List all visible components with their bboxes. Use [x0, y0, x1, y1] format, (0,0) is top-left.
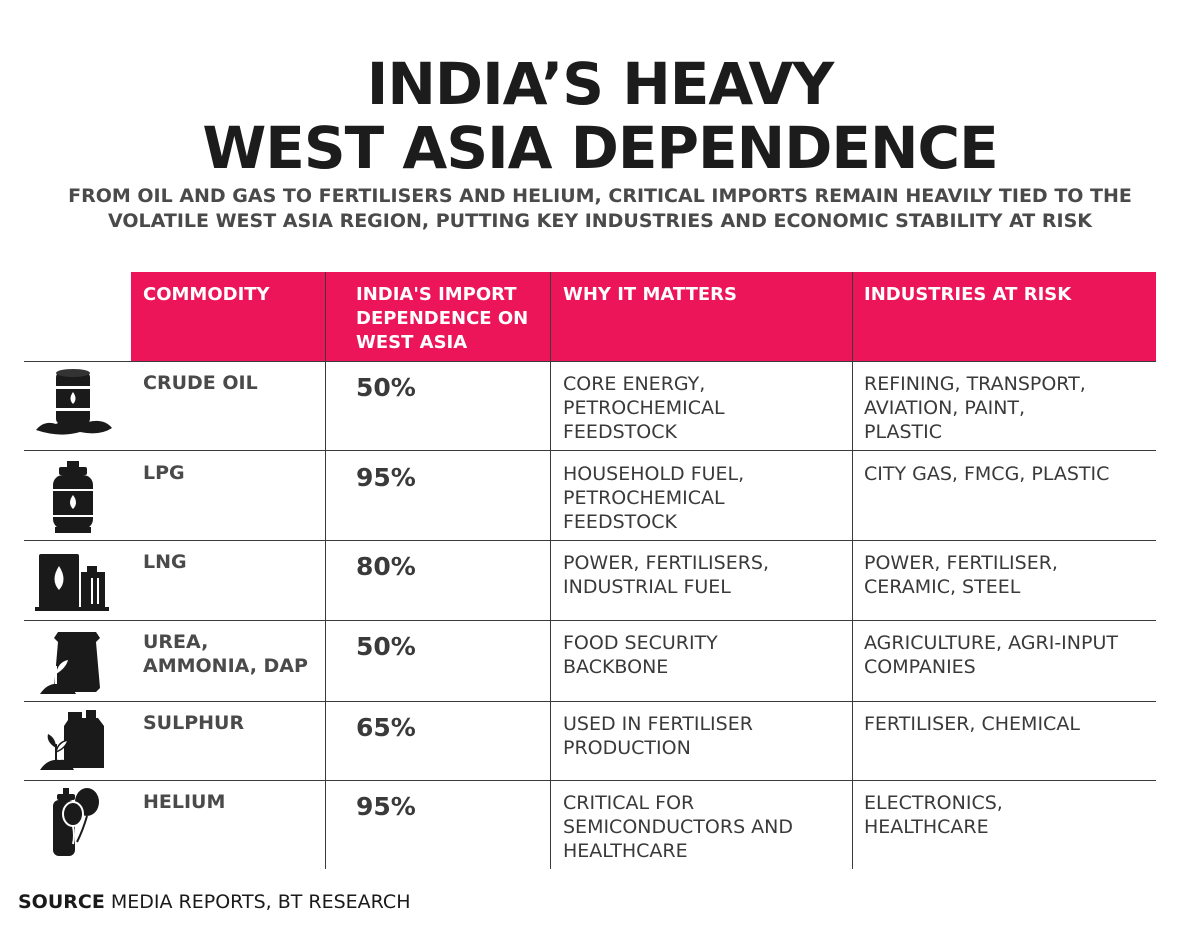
column-divider — [325, 272, 326, 869]
why-it-matters: USED IN FERTILISER PRODUCTION — [563, 713, 753, 759]
dependence-value: 65% — [356, 713, 416, 742]
dependence-value: 95% — [356, 792, 416, 821]
title-line-1: INDIA’S HEAVY — [366, 50, 834, 118]
header-commodity: COMMODITY — [143, 284, 270, 305]
commodity-name: UREA, AMMONIA, DAP — [143, 631, 308, 677]
why-it-matters: HOUSEHOLD FUEL, PETROCHEMICAL FEEDSTOCK — [563, 463, 745, 533]
industries-at-risk: POWER, FERTILISER, CERAMIC, STEEL — [864, 552, 1058, 598]
why-it-matters: CORE ENERGY, PETROCHEMICAL FEEDSTOCK — [563, 373, 725, 443]
page-subtitle: FROM OIL AND GAS TO FERTILISERS AND HELI… — [0, 184, 1200, 234]
commodity-name: LNG — [143, 551, 187, 573]
subtitle-line-1: FROM OIL AND GAS TO FERTILISERS AND HELI… — [68, 185, 1132, 207]
why-it-matters: POWER, FERTILISERS, INDUSTRIAL FUEL — [563, 552, 770, 598]
row-divider — [24, 701, 1156, 702]
industries-at-risk: AGRICULTURE, AGRI-INPUT COMPANIES — [864, 632, 1118, 678]
oil-barrel-icon — [28, 366, 118, 438]
dependence-value: 80% — [356, 552, 416, 581]
dependence-value: 50% — [356, 373, 416, 402]
row-divider — [24, 780, 1156, 781]
gas-cylinder-icon — [28, 459, 118, 535]
title-line-2: WEST ASIA DEPENDENCE — [202, 114, 998, 182]
header-industries: INDUSTRIES AT RISK — [864, 284, 1072, 305]
source-text: MEDIA REPORTS, BT RESEARCH — [104, 891, 411, 913]
source-label: SOURCE — [18, 891, 105, 913]
commodity-name: SULPHUR — [143, 712, 245, 734]
industries-at-risk: ELECTRONICS, HEALTHCARE — [864, 792, 1003, 838]
row-divider — [24, 540, 1156, 541]
header-dependence: INDIA'S IMPORT DEPENDENCE ON WEST ASIA — [356, 284, 529, 353]
page-title: INDIA’S HEAVY WEST ASIA DEPENDENCE — [0, 52, 1200, 180]
industries-at-risk: FERTILISER, CHEMICAL — [864, 713, 1080, 735]
subtitle-line-2: VOLATILE WEST ASIA REGION, PUTTING KEY I… — [108, 210, 1092, 232]
dependence-value: 50% — [356, 632, 416, 661]
commodity-name: HELIUM — [143, 791, 226, 813]
helium-balloons-icon — [28, 786, 118, 858]
commodity-name: LPG — [143, 462, 185, 484]
row-divider — [24, 450, 1156, 451]
dependence-value: 95% — [356, 463, 416, 492]
row-divider — [24, 620, 1156, 621]
row-divider — [24, 361, 1156, 362]
source-note: SOURCE MEDIA REPORTS, BT RESEARCH — [18, 890, 410, 914]
column-divider — [852, 272, 853, 869]
column-divider — [550, 272, 551, 869]
jerrycan-plant-icon — [28, 708, 118, 772]
table-header: COMMODITY INDIA'S IMPORT DEPENDENCE ON W… — [131, 272, 1156, 361]
industries-at-risk: CITY GAS, FMCG, PLASTIC — [864, 463, 1110, 485]
industries-at-risk: REFINING, TRANSPORT, AVIATION, PAINT, PL… — [864, 373, 1086, 443]
why-it-matters: CRITICAL FOR SEMICONDUCTORS AND HEALTHCA… — [563, 792, 794, 862]
lng-tank-icon — [28, 550, 118, 612]
commodity-name: CRUDE OIL — [143, 372, 258, 394]
fertiliser-bag-icon — [28, 628, 118, 696]
why-it-matters: FOOD SECURITY BACKBONE — [563, 632, 718, 678]
header-why: WHY IT MATTERS — [563, 284, 737, 305]
